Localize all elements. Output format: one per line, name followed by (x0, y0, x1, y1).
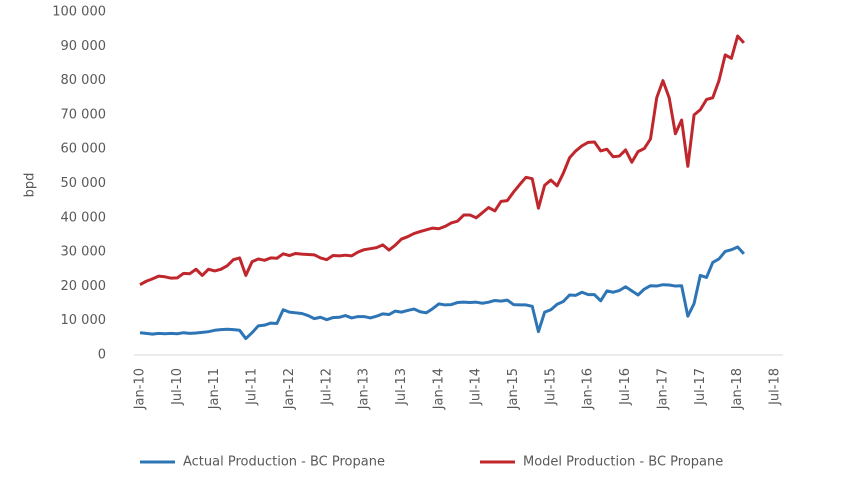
y-tick-label: 40 000 (61, 210, 107, 225)
series-line (139, 34, 745, 287)
y-tick-label: 70 000 (61, 107, 107, 122)
x-tick-label: Jan-14 (431, 368, 446, 410)
x-tick-label: Jul-12 (319, 368, 334, 406)
x-tick-label: Jan-12 (282, 368, 297, 410)
y-tick-label: 60 000 (61, 142, 107, 157)
legend-label: Actual Production - BC Propane (183, 455, 385, 470)
x-tick-label: Jan-10 (133, 368, 148, 410)
x-tick-label: Jan-16 (581, 368, 596, 410)
y-tick-label: 100 000 (52, 5, 106, 20)
x-tick-label: Jul-11 (245, 368, 260, 406)
legend-label: Model Production - BC Propane (523, 455, 723, 470)
x-tick-label: Jan-17 (655, 368, 670, 410)
y-axis-label: bpd (23, 173, 38, 198)
x-tick-label: Jan-18 (730, 368, 745, 410)
y-tick-label: 80 000 (61, 73, 107, 88)
x-tick-label: Jul-18 (768, 368, 783, 406)
x-tick-label: Jul-17 (693, 368, 708, 406)
y-tick-label: 50 000 (61, 176, 107, 191)
x-tick-label: Jul-16 (618, 368, 633, 406)
y-tick-label: 30 000 (61, 245, 107, 260)
x-tick-label: Jan-15 (506, 368, 521, 410)
x-tick-label: Jul-14 (469, 368, 484, 406)
y-tick-label: 0 (98, 348, 106, 363)
y-tick-label: 90 000 (61, 39, 107, 54)
x-tick-label: Jan-11 (207, 368, 222, 410)
x-tick-label: Jul-13 (394, 368, 409, 406)
y-tick-label: 10 000 (61, 313, 107, 328)
x-tick-label: Jan-13 (357, 368, 372, 410)
x-tick-label: Jul-15 (543, 368, 558, 406)
y-tick-label: 20 000 (61, 279, 107, 294)
x-tick-label: Jul-10 (170, 368, 185, 406)
series-line (139, 245, 745, 341)
